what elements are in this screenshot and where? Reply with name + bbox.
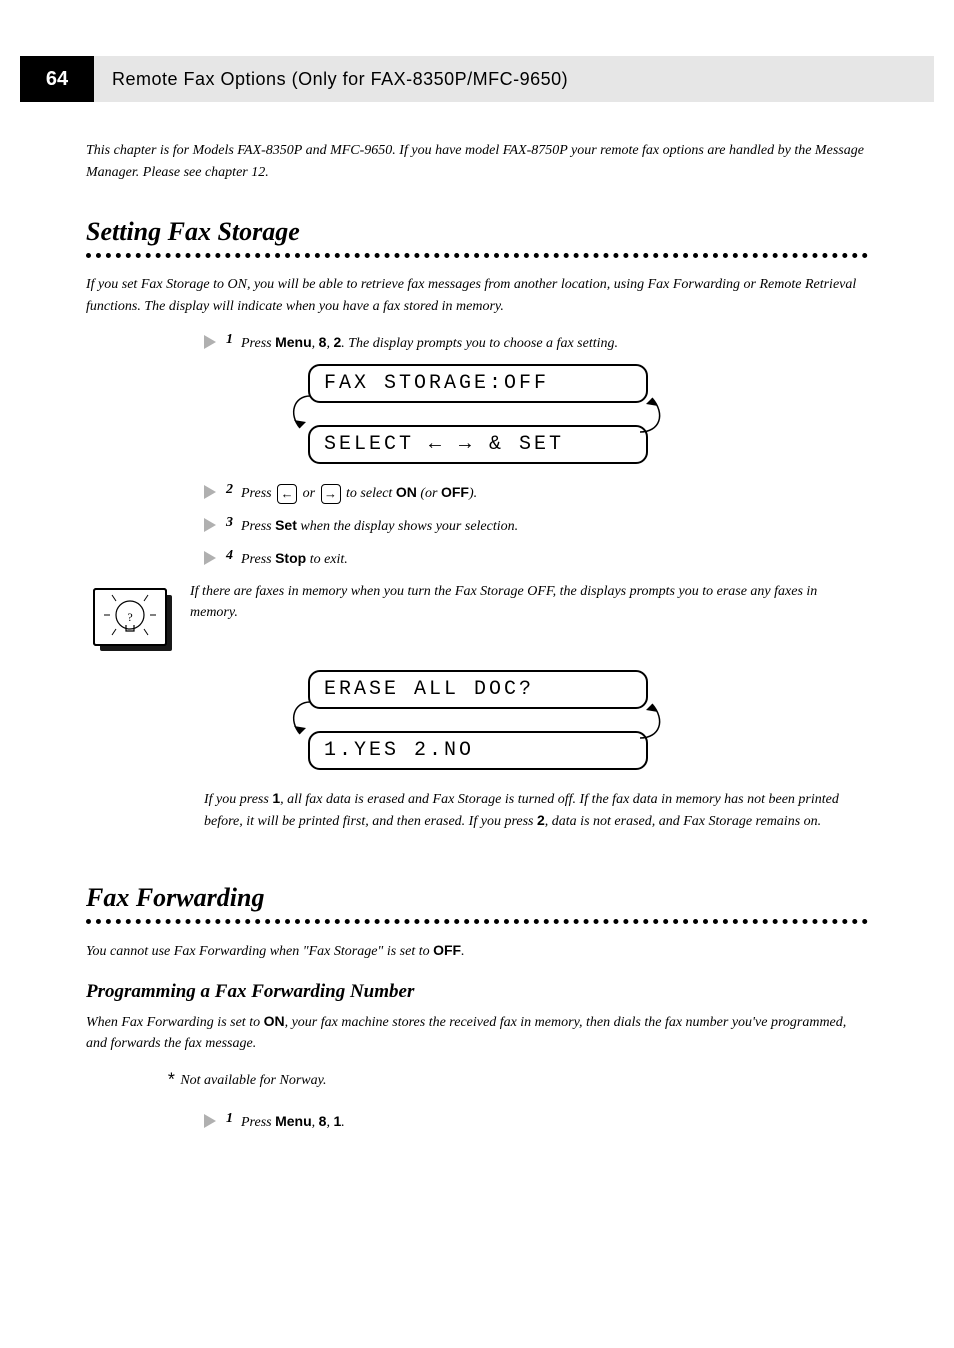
step-number: 2 (226, 482, 233, 498)
page-header: 64 Remote Fax Options (Only for FAX-8350… (20, 56, 934, 102)
lightbulb-icon: ? (86, 581, 182, 666)
divider (86, 253, 868, 258)
header-title: Remote Fax Options (Only for FAX-8350P/M… (94, 56, 934, 102)
step-text: Press Menu, 8, 2. The display prompts yo… (241, 332, 618, 355)
divider (86, 919, 868, 924)
intro-paragraph: This chapter is for Models FAX-8350P and… (86, 140, 868, 183)
subsection-title: Programming a Fax Forwarding Number (86, 981, 868, 1003)
steps-list-2: 1 Press Menu, 8, 1. (204, 1111, 868, 1134)
step-text: Press Set when the display shows your se… (241, 515, 518, 538)
step-3: 3 Press Set when the display shows your … (204, 515, 868, 538)
step-4: 4 Press Stop to exit. (204, 548, 868, 571)
section-title-fax-storage: Setting Fax Storage (86, 217, 868, 247)
lcd-line-1: ERASE ALL DOC? (308, 670, 648, 709)
step-text: Press Menu, 8, 1. (241, 1111, 345, 1134)
left-arrow-key-icon: ← (277, 484, 297, 504)
lcd-line-2: SELECT ← → & SET (308, 425, 648, 464)
right-arrow-key-icon: → (321, 484, 341, 504)
step-number: 1 (226, 332, 233, 348)
step-2: 2 Press ← or → to select ON (or OFF). (204, 482, 868, 505)
step-number: 1 (226, 1111, 233, 1127)
steps-list: 1 Press Menu, 8, 2. The display prompts … (204, 332, 868, 355)
page-content: This chapter is for Models FAX-8350P and… (86, 140, 868, 1144)
lcd-display-group-2: ERASE ALL DOC? 1.YES 2.NO (308, 670, 688, 770)
subsection-paragraph: When Fax Forwarding is set to ON, your f… (86, 1011, 868, 1055)
step-marker-icon (204, 518, 216, 532)
step-1: 1 Press Menu, 8, 2. The display prompts … (204, 332, 868, 355)
tip-block: ? If there are faxes in memory when you … (86, 581, 868, 666)
lcd-line-1: FAX STORAGE:OFF (308, 364, 648, 403)
step-marker-icon (204, 335, 216, 349)
lcd-display-group-1: FAX STORAGE:OFF SELECT ← → & SET (308, 364, 688, 464)
asterisk-note: * Not available for Norway. (166, 1069, 868, 1097)
step-number: 3 (226, 515, 233, 531)
tip-text: If there are faxes in memory when you tu… (190, 581, 868, 624)
step-marker-icon (204, 1114, 216, 1128)
step-marker-icon (204, 485, 216, 499)
lcd-line-2: 1.YES 2.NO (308, 731, 648, 770)
section2-paragraph: You cannot use Fax Forwarding when "Fax … (86, 940, 868, 963)
step-marker-icon (204, 551, 216, 565)
step-number: 4 (226, 548, 233, 564)
step-text: Press Stop to exit. (241, 548, 348, 571)
page-number: 64 (20, 56, 94, 102)
after-display-paragraph: If you press 1, all fax data is erased a… (204, 788, 868, 833)
section1-paragraph: If you set Fax Storage to ON, you will b… (86, 274, 868, 317)
section-title-fax-forwarding: Fax Forwarding (86, 883, 868, 913)
steps-list-cont: 2 Press ← or → to select ON (or OFF). 3 … (204, 482, 868, 570)
svg-text:?: ? (127, 610, 132, 624)
step-1: 1 Press Menu, 8, 1. (204, 1111, 868, 1134)
step-text: Press ← or → to select ON (or OFF). (241, 482, 477, 505)
